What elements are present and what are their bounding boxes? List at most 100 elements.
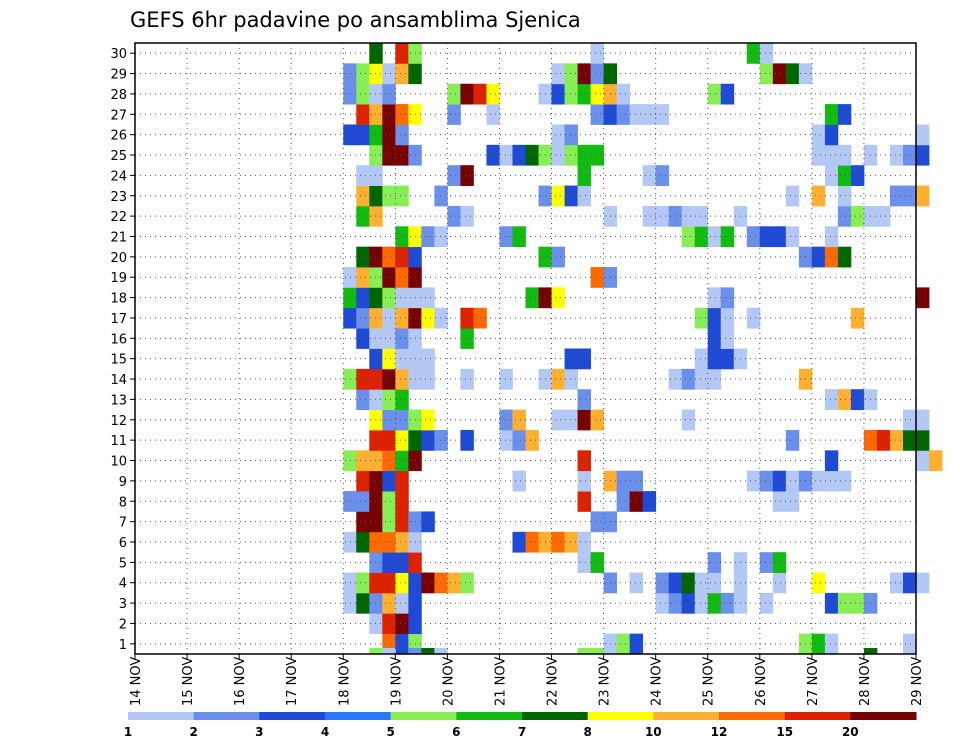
heatmap-cell <box>382 429 396 451</box>
heatmap-cell <box>382 368 396 390</box>
y-tick-label: 20 <box>110 251 127 266</box>
heatmap-cell <box>395 511 409 533</box>
heatmap-cell <box>369 104 383 125</box>
heatmap-cell <box>629 572 644 594</box>
heatmap-cell <box>525 531 539 553</box>
chart-title: GEFS 6hr padavine po ansamblima Sjenica <box>130 8 581 32</box>
heatmap-cell <box>343 531 357 553</box>
heatmap-cell <box>395 552 409 573</box>
heatmap-cell <box>395 307 409 329</box>
x-tick-label: 21 NOV <box>494 657 509 706</box>
heatmap-cell <box>434 648 448 655</box>
heatmap-cell <box>369 511 383 533</box>
heatmap-cell <box>837 185 852 207</box>
heatmap-cell <box>356 511 370 533</box>
heatmap-cell <box>759 43 774 64</box>
heatmap-cell <box>916 450 930 472</box>
x-tick-label: 25 NOV <box>702 657 717 706</box>
heatmap-cell <box>850 389 865 410</box>
heatmap-cell <box>369 43 383 64</box>
legend-label: 2 <box>190 725 198 739</box>
x-tick-label: 26 NOV <box>754 657 769 706</box>
heatmap-cell <box>395 572 409 594</box>
heatmap-cell <box>343 83 357 105</box>
legend-label: 3 <box>255 725 263 739</box>
y-tick-label: 26 <box>110 129 127 144</box>
heatmap-cell <box>577 470 591 492</box>
heatmap-cell <box>369 307 383 329</box>
heatmap-cell <box>356 63 370 85</box>
heatmap-cell <box>616 470 631 492</box>
y-tick-label: 16 <box>110 332 127 347</box>
heatmap-cell <box>837 205 852 227</box>
heatmap-cell <box>590 104 604 125</box>
heatmap-cell <box>551 246 565 268</box>
heatmap-cell <box>759 592 774 614</box>
heatmap-cell <box>382 552 396 573</box>
heatmap-cell <box>382 450 396 472</box>
heatmap-cell <box>434 429 448 451</box>
x-tick-label: 27 NOV <box>806 657 821 706</box>
heatmap-cell <box>590 409 604 431</box>
heatmap-cell <box>916 144 930 166</box>
heatmap-cell <box>369 572 383 594</box>
legend-label: 5 <box>387 725 395 739</box>
heatmap-cell <box>707 348 722 370</box>
heatmap-cell <box>447 104 461 125</box>
heatmap-cell <box>382 592 396 614</box>
y-tick-label: 19 <box>110 271 127 286</box>
legend-swatch <box>653 712 720 720</box>
heatmap-cell <box>629 470 644 492</box>
legend-label: 7 <box>518 725 526 739</box>
heatmap-cell <box>629 104 644 125</box>
heatmap-cell <box>929 450 943 472</box>
heatmap-cell <box>460 429 474 451</box>
heatmap-cell <box>421 368 435 390</box>
heatmap-cell <box>577 389 591 410</box>
heatmap-cell <box>707 552 722 573</box>
heatmap-cell <box>785 429 800 451</box>
heatmap-cell <box>785 470 800 492</box>
heatmap-cell <box>486 83 500 105</box>
x-tick-label: 18 NOV <box>337 657 352 706</box>
heatmap-cell <box>369 348 383 370</box>
heatmap-cell <box>395 633 409 655</box>
legend-swatch <box>456 712 523 720</box>
heatmap-cell <box>356 531 370 553</box>
legend-swatch <box>325 712 392 720</box>
heatmap-cell <box>434 307 448 329</box>
heatmap-cell <box>356 246 370 268</box>
y-tick-label: 28 <box>110 88 127 103</box>
heatmap-cell <box>564 409 578 431</box>
heatmap-cell <box>382 144 396 166</box>
heatmap-cell <box>421 226 435 248</box>
heatmap-cell <box>460 328 474 349</box>
heatmap-cell <box>655 165 670 186</box>
heatmap-cell <box>369 389 383 410</box>
heatmap-cell <box>447 205 461 227</box>
y-tick-label: 4 <box>119 577 127 592</box>
heatmap-cell <box>369 328 383 349</box>
x-tick-label: 19 NOV <box>389 657 404 706</box>
heatmap-cell <box>577 63 591 85</box>
heatmap-cell <box>707 307 722 329</box>
heatmap-cell <box>759 552 774 573</box>
heatmap-cell <box>356 328 370 349</box>
heatmap-cell <box>395 246 409 268</box>
heatmap-cell <box>694 307 709 329</box>
plot-frame <box>134 42 917 655</box>
heatmap-cell <box>837 104 852 125</box>
heatmap-cell <box>356 450 370 472</box>
heatmap-cell <box>564 531 578 553</box>
heatmap-cell <box>382 104 396 125</box>
x-tick-label: 23 NOV <box>598 657 613 706</box>
heatmap-cell <box>577 648 591 655</box>
heatmap-cell <box>369 63 383 85</box>
heatmap-cell <box>577 144 591 166</box>
heatmap-cell <box>772 226 787 248</box>
y-tick-label: 8 <box>119 495 127 510</box>
heatmap-cell <box>356 287 370 309</box>
heatmap-cell <box>395 124 409 146</box>
legend-swatch <box>850 712 917 720</box>
heatmap-cell <box>616 491 631 512</box>
